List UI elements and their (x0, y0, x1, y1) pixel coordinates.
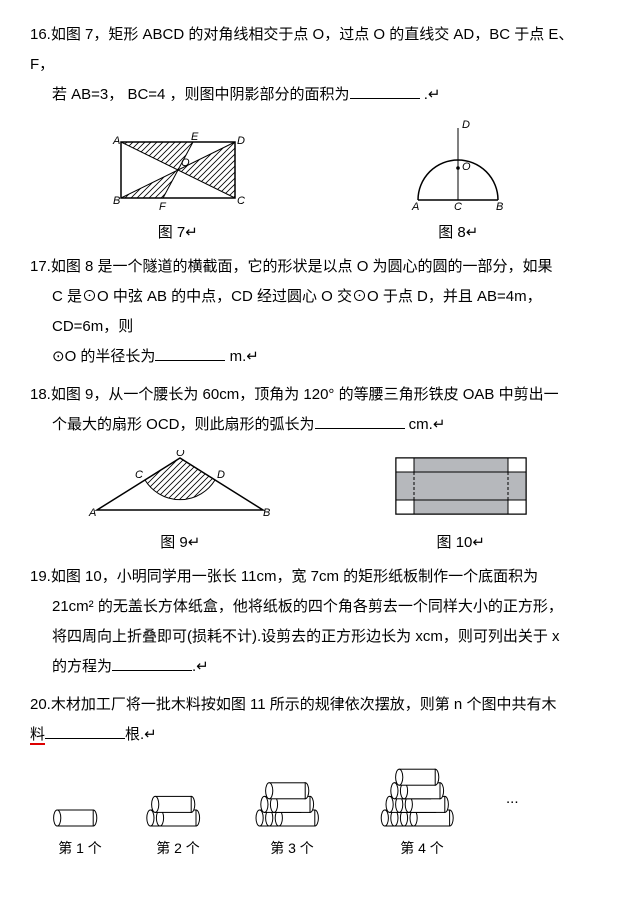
lblB: B (113, 195, 120, 207)
q18-l1: 如图 9，从一个腰长为 60cm，顶角为 120° 的等腰三角形铁皮 OAB 中… (51, 386, 559, 403)
log-item: 第 3 个 (246, 776, 338, 862)
q17-l3-wrap: ⊙O 的半径长为 m.↵ (30, 342, 591, 372)
q18-num: 18. (30, 386, 51, 403)
q16-num: 16. (30, 26, 51, 43)
q19-l4a: 的方程为 (52, 658, 112, 675)
log-label: 第 2 个 (156, 834, 200, 862)
q19-l2: 21cm² 的无盖长方体纸盒，他将纸板的四个角各剪去一个同样大小的正方形， (30, 592, 591, 622)
q16-l2-wrap: 若 AB=3， BC=4 ，则图中阴影部分的面积为 .↵ (30, 80, 591, 110)
log-item: 第 1 个 (50, 808, 110, 862)
q16-l1: 如图 7，矩形 ABCD 的对角线相交于点 O，过点 O 的直线交 AD，BC … (30, 26, 573, 73)
f9A: A (88, 507, 96, 519)
fig-row-9-10: O A B C D 图 9↵ 图 10↵ (30, 450, 591, 558)
log-item: 第 2 个 (140, 792, 216, 862)
q17-l2: C 是⊙O 中弦 AB 的中点，CD 经过圆心 O 交⊙O 于点 D，并且 AB… (30, 282, 591, 342)
fig9-block: O A B C D 图 9↵ (85, 450, 275, 558)
q18-l2a: 个最大的扇形 OCD，则此扇形的弧长为 (52, 416, 315, 433)
lblF: F (159, 201, 167, 212)
fig9-caption: 图 9↵ (160, 528, 200, 558)
fig8-caption: 图 8↵ (438, 218, 478, 248)
lblD: D (237, 135, 245, 147)
q20-l2-wrap: 料 根.↵ (30, 720, 591, 750)
q17-blank (155, 345, 225, 361)
f8O: O (462, 161, 471, 173)
q17-l1: 如图 8 是一个隧道的横截面，它的形状是以点 O 为圆心的圆的一部分，如果 (51, 258, 553, 275)
q19-blank (112, 655, 192, 671)
fig8-svg: O D A B C (398, 120, 518, 212)
f9C: C (135, 469, 143, 481)
fig7-caption: 图 7↵ (158, 218, 198, 248)
q16-blank (350, 83, 420, 99)
q17-l3a: ⊙O 的半径长为 (52, 348, 155, 365)
question-16: 16.如图 7，矩形 ABCD 的对角线相交于点 O，过点 O 的直线交 AD，… (30, 20, 591, 110)
q18-l2b: cm.↵ (405, 416, 446, 433)
fig9-svg: O A B C D (85, 450, 275, 522)
fig7-svg: A B C D E F O (103, 130, 253, 212)
log-label: 第 4 个 (400, 834, 444, 862)
fig10-block: 图 10↵ (386, 450, 536, 558)
log-dots: ... (506, 784, 519, 838)
q20-l1: 木材加工厂将一批木料按如图 11 所示的规律依次摆放，则第 n 个图中共有木 (51, 696, 557, 713)
f8B: B (496, 201, 503, 212)
fig10-caption: 图 10↵ (437, 528, 485, 558)
q19-num: 19. (30, 568, 51, 585)
q20-l2a: 料 (30, 726, 45, 745)
question-20: 20.木材加工厂将一批木料按如图 11 所示的规律依次摆放，则第 n 个图中共有… (30, 690, 591, 750)
lblE: E (191, 131, 199, 143)
lblO: O (181, 157, 190, 169)
q20-l2b: 根.↵ (125, 726, 157, 743)
q17-l3b: m.↵ (225, 348, 258, 365)
fig8-block: O D A B C 图 8↵ (398, 120, 518, 248)
f9B: B (263, 507, 270, 519)
f8A: A (411, 201, 419, 212)
f9D: D (217, 469, 225, 481)
log-label: 第 1 个 (58, 834, 102, 862)
q18-l2-wrap: 个最大的扇形 OCD，则此扇形的弧长为 cm.↵ (30, 410, 591, 440)
question-19: 19.如图 10，小明同学用一张长 11cm，宽 7cm 的矩形纸板制作一个底面… (30, 562, 591, 682)
f9O: O (176, 450, 185, 459)
q19-l3: 将四周向上折叠即可(损耗不计).设剪去的正方形边长为 xcm，则可列出关于 x (30, 622, 591, 652)
fig-row-7-8: A B C D E F O 图 7↵ O D A B C 图 8↵ (30, 120, 591, 248)
log-label: 第 3 个 (270, 834, 314, 862)
question-18: 18.如图 9，从一个腰长为 60cm，顶角为 120° 的等腰三角形铁皮 OA… (30, 380, 591, 440)
lblC: C (237, 195, 245, 207)
log-item: 第 4 个 (368, 760, 476, 862)
q19-l4-wrap: 的方程为 .↵ (30, 652, 591, 682)
q20-blank (45, 723, 125, 739)
q20-num: 20. (30, 696, 51, 713)
question-17: 17.如图 8 是一个隧道的横截面，它的形状是以点 O 为圆心的圆的一部分，如果… (30, 252, 591, 372)
f8C: C (454, 201, 462, 212)
fig7-block: A B C D E F O 图 7↵ (103, 130, 253, 248)
log-row: 第 1 个 第 2 个 第 3 个 第 4 个... (50, 760, 591, 862)
f8D: D (462, 120, 470, 131)
q19-l1: 如图 10，小明同学用一张长 11cm，宽 7cm 的矩形纸板制作一个底面积为 (51, 568, 538, 585)
lblA: A (112, 135, 120, 147)
q16-l2b: .↵ (420, 86, 441, 103)
q19-l4b: .↵ (192, 658, 209, 675)
q16-l2a: 若 AB=3， BC=4 ，则图中阴影部分的面积为 (52, 86, 350, 103)
q17-num: 17. (30, 258, 51, 275)
q18-blank (315, 413, 405, 429)
fig10-svg (386, 450, 536, 522)
